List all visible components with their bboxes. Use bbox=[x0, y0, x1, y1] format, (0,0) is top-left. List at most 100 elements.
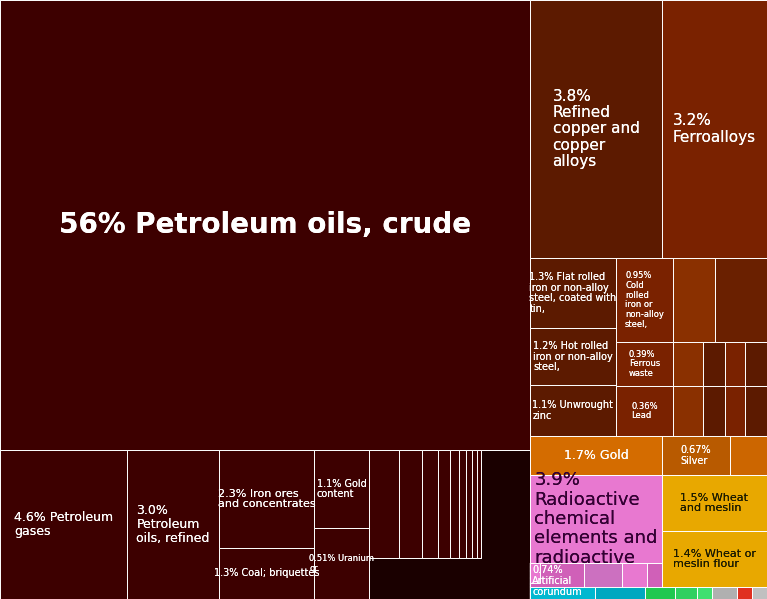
Bar bbox=[530, 385, 616, 436]
Text: 0.36%
Lead: 0.36% Lead bbox=[631, 402, 658, 420]
Bar bbox=[459, 450, 466, 558]
Text: 0.74%
Artificial
corundum: 0.74% Artificial corundum bbox=[532, 565, 582, 597]
Bar bbox=[742, 491, 749, 504]
Bar bbox=[722, 587, 729, 595]
Bar bbox=[595, 573, 602, 581]
Bar bbox=[758, 566, 763, 576]
Text: 0.74%
Artificial
corundum: 0.74% Artificial corundum bbox=[532, 565, 582, 597]
Bar bbox=[752, 452, 763, 460]
Text: 0.95%
Cold
rolled
iron or
non-alloy
steel,: 0.95% Cold rolled iron or non-alloy stee… bbox=[625, 271, 664, 329]
Bar bbox=[758, 474, 764, 475]
Bar bbox=[766, 399, 767, 407]
Bar bbox=[219, 450, 314, 548]
Bar bbox=[703, 504, 719, 514]
Bar bbox=[704, 587, 712, 596]
Bar bbox=[691, 407, 704, 418]
Bar bbox=[560, 594, 572, 599]
Bar bbox=[438, 450, 450, 558]
Bar bbox=[551, 567, 557, 571]
Bar bbox=[735, 460, 744, 465]
Bar bbox=[670, 576, 683, 587]
Bar bbox=[696, 539, 707, 550]
Bar bbox=[734, 465, 745, 474]
Bar bbox=[542, 567, 551, 571]
Bar bbox=[746, 407, 755, 418]
Bar bbox=[709, 475, 718, 491]
Bar bbox=[673, 386, 684, 390]
Bar bbox=[742, 475, 748, 491]
Bar bbox=[589, 587, 594, 594]
Bar bbox=[745, 474, 753, 475]
Bar bbox=[761, 475, 767, 491]
Bar bbox=[687, 598, 698, 599]
Bar bbox=[679, 587, 694, 595]
Bar bbox=[733, 504, 741, 514]
Text: 3.9%
Radioactive
chemical
elements and
radioactive: 3.9% Radioactive chemical elements and r… bbox=[535, 471, 657, 567]
Bar bbox=[650, 563, 657, 567]
Bar bbox=[683, 587, 692, 598]
Bar bbox=[730, 443, 740, 452]
Bar bbox=[548, 578, 552, 584]
Bar bbox=[472, 450, 477, 558]
Bar bbox=[725, 418, 737, 431]
Text: 1.7% Gold: 1.7% Gold bbox=[564, 449, 628, 462]
Bar bbox=[746, 386, 756, 390]
Bar bbox=[629, 573, 638, 581]
Bar bbox=[718, 475, 729, 491]
Bar bbox=[721, 587, 726, 593]
Bar bbox=[725, 342, 745, 386]
Bar bbox=[749, 399, 762, 407]
Bar bbox=[617, 587, 622, 594]
Bar bbox=[672, 587, 677, 599]
Bar bbox=[314, 528, 369, 599]
Bar bbox=[646, 563, 650, 567]
Bar bbox=[697, 587, 712, 599]
Bar bbox=[588, 584, 601, 587]
Bar bbox=[662, 475, 678, 491]
Bar bbox=[738, 431, 751, 436]
Bar bbox=[551, 563, 557, 567]
Bar bbox=[594, 563, 598, 567]
Bar bbox=[708, 390, 721, 395]
Bar bbox=[766, 592, 767, 599]
Bar bbox=[662, 514, 671, 526]
Bar bbox=[754, 395, 766, 399]
Bar bbox=[735, 576, 751, 587]
Bar bbox=[754, 491, 760, 504]
Bar bbox=[593, 563, 597, 573]
Bar bbox=[643, 587, 653, 594]
Bar bbox=[616, 563, 624, 573]
Bar bbox=[534, 571, 538, 578]
Bar bbox=[693, 399, 701, 407]
Bar bbox=[552, 578, 558, 584]
Text: 0.39%
Ferrous
waste: 0.39% Ferrous waste bbox=[629, 350, 660, 378]
Bar bbox=[695, 386, 701, 390]
Bar bbox=[662, 550, 667, 557]
Bar bbox=[696, 418, 701, 431]
Bar bbox=[219, 548, 314, 599]
Bar bbox=[662, 504, 672, 514]
Bar bbox=[697, 514, 711, 526]
Text: 1.3% Coal; briquettes: 1.3% Coal; briquettes bbox=[214, 568, 319, 579]
Bar bbox=[697, 587, 699, 598]
Bar bbox=[745, 342, 767, 386]
Bar bbox=[764, 474, 767, 475]
Bar bbox=[622, 571, 627, 578]
Bar bbox=[714, 395, 726, 399]
Bar bbox=[626, 594, 632, 599]
Text: 0.36%
Lead: 0.36% Lead bbox=[631, 402, 658, 420]
Bar bbox=[762, 431, 767, 436]
Bar bbox=[616, 567, 627, 571]
Bar bbox=[747, 557, 761, 566]
Bar bbox=[740, 436, 745, 443]
Bar bbox=[0, 0, 530, 450]
Bar bbox=[621, 578, 627, 584]
Bar bbox=[127, 450, 219, 599]
Bar bbox=[661, 573, 662, 581]
Bar bbox=[719, 550, 735, 557]
Bar bbox=[683, 595, 693, 599]
Bar bbox=[584, 573, 591, 581]
Text: 1.1% Gold
content: 1.1% Gold content bbox=[317, 479, 367, 500]
Bar bbox=[613, 578, 621, 584]
Bar bbox=[616, 386, 673, 436]
